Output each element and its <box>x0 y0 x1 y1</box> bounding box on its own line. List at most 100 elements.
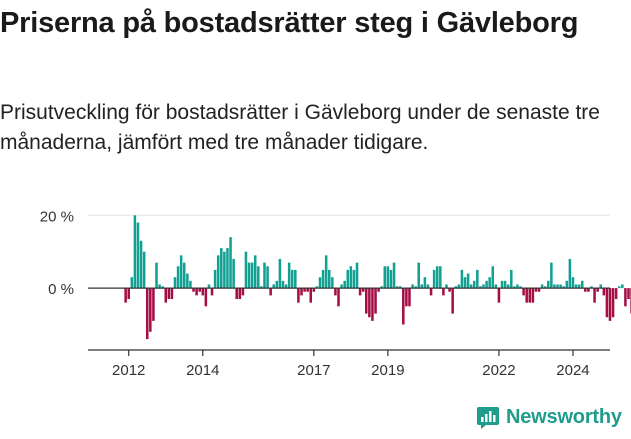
bar <box>312 288 316 292</box>
bar <box>309 288 313 303</box>
bar <box>528 288 532 303</box>
bar <box>183 262 186 289</box>
bar <box>241 288 245 296</box>
bar <box>577 284 581 289</box>
bar <box>145 288 149 340</box>
bar <box>361 288 365 292</box>
bar <box>503 280 507 289</box>
bar <box>327 269 331 289</box>
bar <box>454 286 458 289</box>
bar <box>543 286 547 289</box>
bar <box>525 288 528 303</box>
bar <box>220 248 223 289</box>
bar <box>278 258 282 289</box>
bar <box>216 255 220 289</box>
bar <box>411 284 414 289</box>
x-tick-label: 2019 <box>371 362 404 379</box>
bar <box>608 288 612 321</box>
axis-labels: 0 %20 %20122014201720192022202410 % <box>40 208 590 379</box>
x-tick-label: 2024 <box>556 362 589 379</box>
bar <box>491 266 495 289</box>
bar <box>506 284 510 289</box>
bar <box>392 262 396 289</box>
bar <box>426 284 430 289</box>
bar <box>448 288 451 292</box>
bar <box>207 284 211 289</box>
newsworthy-logo-icon <box>477 407 499 429</box>
x-tick-label: 2022 <box>482 362 515 379</box>
bar <box>460 269 464 289</box>
bar <box>451 288 454 314</box>
bar <box>442 288 445 296</box>
bar <box>355 262 359 289</box>
bar <box>519 286 522 289</box>
x-tick-label: 2017 <box>297 362 330 379</box>
bar <box>398 286 402 289</box>
bar <box>164 288 168 303</box>
bar <box>562 286 565 289</box>
bar <box>386 266 390 289</box>
bar <box>272 284 275 289</box>
bar <box>294 269 297 289</box>
bar <box>469 284 473 289</box>
bar <box>170 288 174 300</box>
bar <box>281 280 285 289</box>
bar <box>553 284 556 289</box>
bar <box>213 269 217 289</box>
bar <box>346 269 350 289</box>
bar <box>223 251 226 289</box>
newsworthy-logo: Newsworthy <box>476 405 622 429</box>
bar <box>611 288 615 318</box>
bar <box>235 288 238 300</box>
x-tick-label: 2012 <box>112 362 145 379</box>
bar <box>334 288 337 296</box>
bar <box>494 284 498 289</box>
bar <box>374 288 377 314</box>
bar <box>352 269 356 289</box>
bar <box>142 251 146 289</box>
bar <box>482 284 485 289</box>
bar <box>247 262 251 289</box>
bar <box>284 284 288 289</box>
bar <box>485 280 488 289</box>
bar <box>516 284 519 289</box>
bar <box>590 286 593 289</box>
bar <box>186 273 189 289</box>
bar <box>244 251 248 289</box>
bar <box>559 284 562 289</box>
bar <box>158 284 161 289</box>
bar <box>189 280 192 289</box>
bar <box>290 269 294 289</box>
bar <box>534 288 538 292</box>
bar <box>463 277 467 289</box>
bar-series <box>124 215 631 340</box>
x-tick-label: 2014 <box>186 362 219 379</box>
bar <box>617 286 621 289</box>
bar <box>127 288 130 300</box>
bar <box>324 255 328 289</box>
bar <box>556 284 559 289</box>
bar <box>513 286 516 289</box>
bar <box>340 284 343 289</box>
bar <box>303 288 306 292</box>
bar <box>179 255 183 289</box>
bar <box>510 269 513 289</box>
bar <box>152 288 155 321</box>
bar <box>624 288 627 307</box>
bar <box>550 262 553 289</box>
bar <box>472 280 476 289</box>
bar <box>269 288 272 296</box>
bar <box>497 288 501 303</box>
y-tick-label: 20 % <box>40 208 74 225</box>
bar <box>580 280 584 289</box>
bar <box>621 284 624 289</box>
bar <box>195 288 198 296</box>
bar <box>602 288 606 296</box>
bar <box>574 284 578 289</box>
bar <box>479 286 482 289</box>
bar <box>614 288 618 300</box>
bar <box>457 284 461 289</box>
bar <box>368 288 371 318</box>
y-tick-label: 0 % <box>48 281 74 298</box>
bar <box>229 237 232 289</box>
